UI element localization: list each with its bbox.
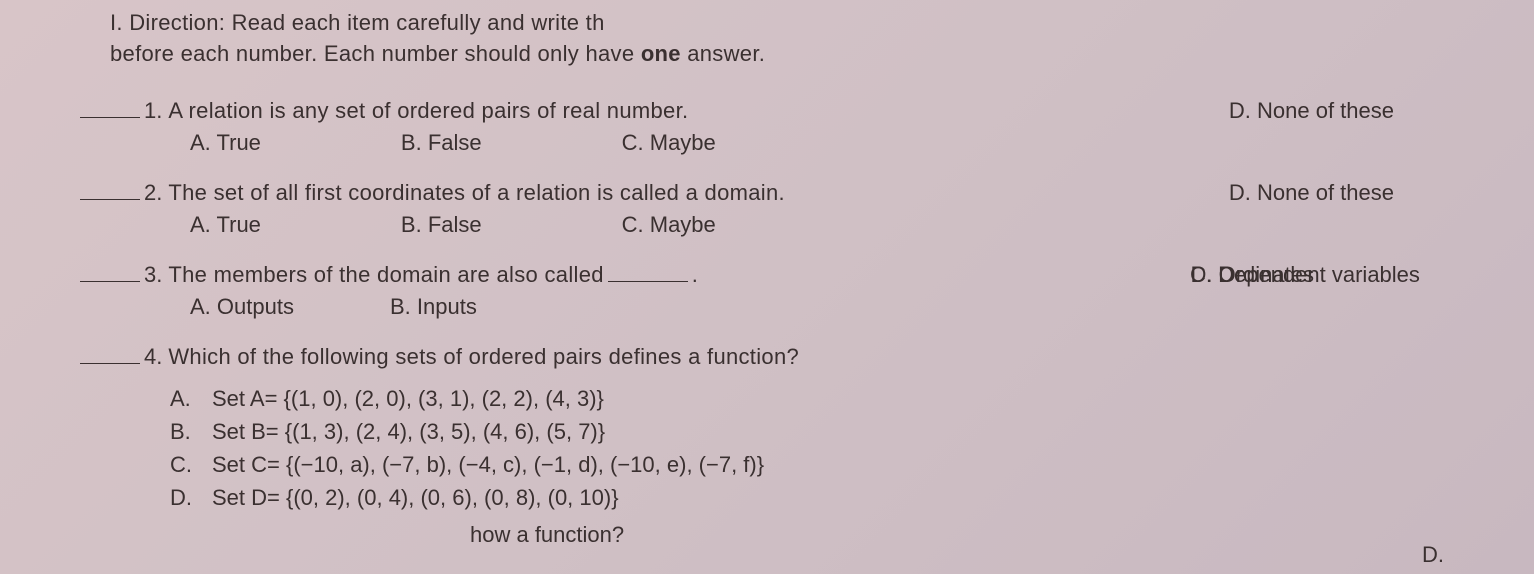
choice-letter: D. bbox=[170, 481, 212, 514]
choice-a: A. Outputs bbox=[190, 294, 390, 320]
directions-line1: I. Direction: Read each item carefully a… bbox=[110, 10, 605, 35]
question-text: The members of the domain are also calle… bbox=[168, 262, 603, 288]
question-number: 4. bbox=[144, 344, 162, 370]
set-choice-c: C. Set C= {(−10, a), (−7, b), (−4, c), (… bbox=[170, 448, 1494, 481]
answer-blank bbox=[80, 363, 140, 364]
choice-label: Set A= {(1, 0), (2, 0), (3, 1), (2, 2), … bbox=[212, 382, 604, 415]
question-number: 2. bbox=[144, 180, 162, 206]
choice-a: A. True bbox=[190, 212, 261, 238]
choice-c: C. Maybe bbox=[622, 212, 716, 238]
question-4: 4. Which of the following sets of ordere… bbox=[40, 344, 1494, 514]
choice-label: Set C= {(−10, a), (−7, b), (−4, c), (−1,… bbox=[212, 448, 764, 481]
answer-blank bbox=[80, 281, 140, 282]
question-number: 3. bbox=[144, 262, 162, 288]
question-2: 2. The set of all first coordinates of a… bbox=[40, 180, 1494, 238]
set-choices: A. Set A= {(1, 0), (2, 0), (3, 1), (2, 2… bbox=[170, 382, 1494, 514]
question-1: 1. A relation is any set of ordered pair… bbox=[40, 98, 1494, 156]
choice-d: D. None of these bbox=[1229, 180, 1394, 206]
set-choice-a: A. Set A= {(1, 0), (2, 0), (3, 1), (2, 2… bbox=[170, 382, 1494, 415]
question-text: A relation is any set of ordered pairs o… bbox=[168, 98, 688, 124]
answer-blank bbox=[80, 117, 140, 118]
directions-line2-suf: answer. bbox=[681, 41, 765, 66]
directions-line2-pre: before each number. Each number should o… bbox=[110, 41, 641, 66]
set-choice-b: B. Set B= {(1, 3), (2, 4), (3, 5), (4, 6… bbox=[170, 415, 1494, 448]
choice-letter: A. bbox=[170, 382, 212, 415]
choice-c: C. Dependent variables bbox=[1190, 262, 1420, 288]
directions-block: I. Direction: Read each item carefully a… bbox=[110, 8, 1494, 70]
choice-d: D. None of these bbox=[1229, 98, 1394, 124]
directions-bold: one bbox=[641, 41, 681, 66]
question-number: 1. bbox=[144, 98, 162, 124]
choice-c: C. Maybe bbox=[622, 130, 716, 156]
choice-letter: C. bbox=[170, 448, 212, 481]
question-text: Which of the following sets of ordered p… bbox=[168, 344, 799, 370]
choice-b: B. False bbox=[401, 130, 482, 156]
choice-label: Set D= {(0, 2), (0, 4), (0, 6), (0, 8), … bbox=[212, 481, 619, 514]
answer-blank bbox=[80, 199, 140, 200]
question-3: 3. The members of the domain are also ca… bbox=[40, 262, 1494, 320]
question-suffix: . bbox=[692, 262, 698, 288]
choice-label: Set B= {(1, 3), (2, 4), (3, 5), (4, 6), … bbox=[212, 415, 605, 448]
fill-blank bbox=[608, 281, 688, 282]
set-choice-d: D. Set D= {(0, 2), (0, 4), (0, 6), (0, 8… bbox=[170, 481, 1494, 514]
choice-b: B. Inputs bbox=[390, 294, 477, 320]
choice-b: B. False bbox=[401, 212, 482, 238]
choice-letter: B. bbox=[170, 415, 212, 448]
question-text: The set of all first coordinates of a re… bbox=[168, 180, 785, 206]
partial-choice-d: D. bbox=[1422, 542, 1444, 568]
partial-cutoff-text: how a function? bbox=[470, 522, 1494, 548]
choice-a: A. True bbox=[190, 130, 261, 156]
